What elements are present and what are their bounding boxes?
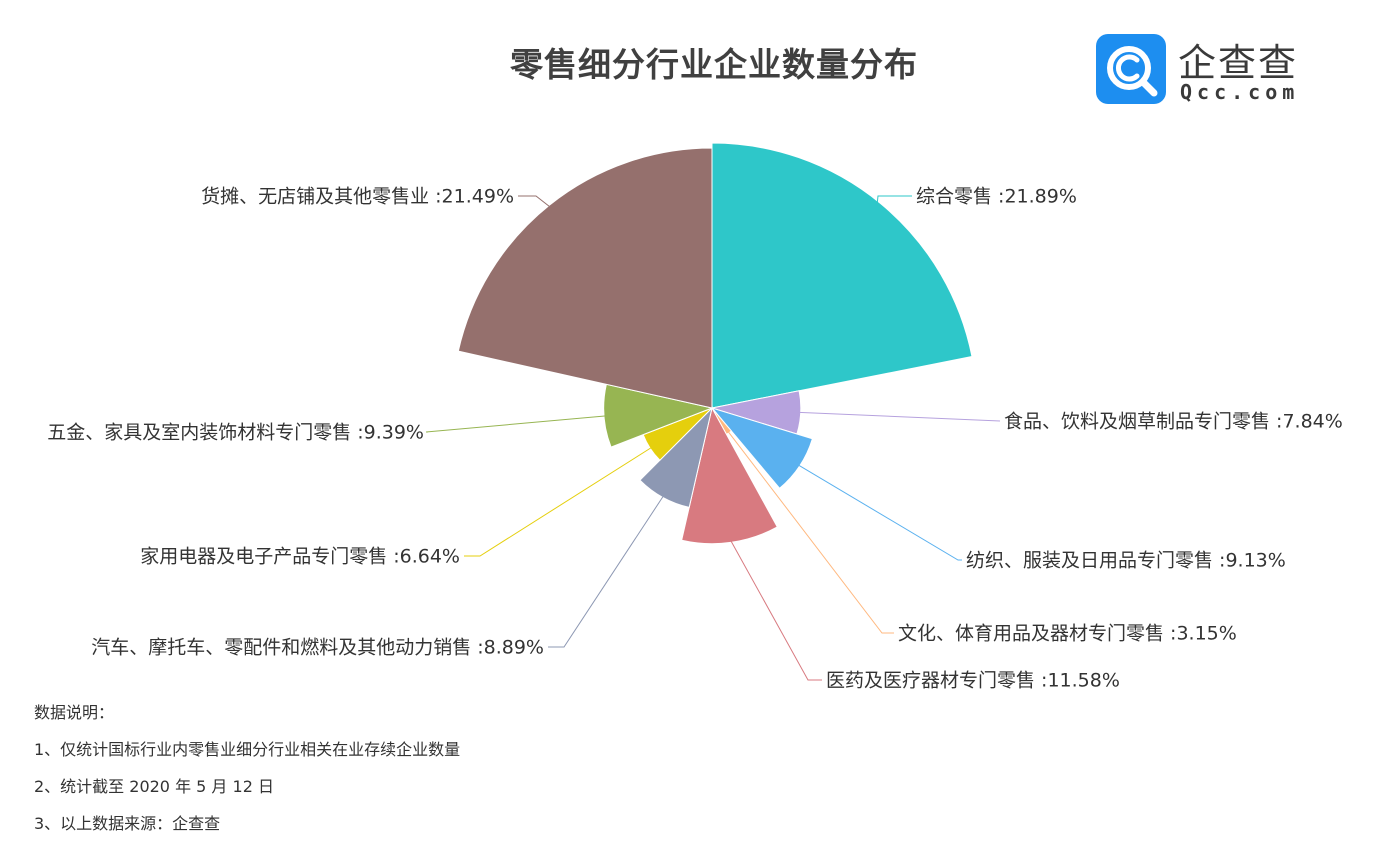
note-item: 1、仅统计国标行业内零售业细分行业相关在业存续企业数量 bbox=[34, 740, 461, 759]
leader-line-1 bbox=[798, 411, 1001, 422]
slice-label-2: 纺织、服装及日用品专门零售 :9.13% bbox=[966, 550, 1286, 572]
slice-label-7: 五金、家具及室内装饰材料专门零售 :9.39% bbox=[47, 422, 424, 444]
qcc-magnifier-icon bbox=[1096, 34, 1166, 104]
data-notes: 数据说明： 1、仅统计国标行业内零售业细分行业相关在业存续企业数量 2、统计截至… bbox=[34, 702, 460, 850]
leader-line-3 bbox=[728, 431, 894, 634]
slice-label-6: 家用电器及电子产品专门零售 :6.64% bbox=[140, 546, 460, 568]
logo: 企查查 Qcc.com bbox=[1096, 34, 1376, 106]
note-item: 2、统计截至 2020 年 5 月 12 日 bbox=[34, 777, 274, 796]
slice-label-0: 综合零售 :21.89% bbox=[916, 186, 1077, 208]
leader-lines-group bbox=[425, 195, 1001, 681]
slice-label-1: 食品、饮料及烟草制品专门零售 :7.84% bbox=[1004, 411, 1343, 433]
note-item: 3、以上数据来源：企查查 bbox=[34, 814, 221, 833]
slice-0 bbox=[711, 142, 973, 409]
leader-line-2 bbox=[797, 464, 962, 561]
slices-group bbox=[457, 142, 973, 545]
leader-line-7 bbox=[425, 415, 607, 433]
slice-label-8: 货摊、无店铺及其他零售业 :21.49% bbox=[201, 186, 514, 208]
notes-heading: 数据说明： bbox=[34, 703, 115, 722]
labels-group: 综合零售 :21.89% 食品、饮料及烟草制品专门零售 :7.84% 纺织、服装及日… bbox=[47, 186, 1343, 692]
slice-label-3: 文化、体育用品及器材专门零售 :3.15% bbox=[898, 623, 1237, 645]
leader-line-6 bbox=[464, 447, 652, 557]
slice-label-4: 医药及医疗器材专门零售 :11.58% bbox=[826, 670, 1120, 692]
chart-title: 零售细分行业企业数量分布 bbox=[510, 45, 918, 84]
slice-label-5: 汽车、摩托车、零配件和燃料及其他动力销售 :8.89% bbox=[91, 637, 544, 659]
leader-line-8 bbox=[518, 195, 554, 210]
slice-8 bbox=[457, 147, 713, 409]
leader-line-5 bbox=[548, 495, 665, 648]
leader-line-0 bbox=[876, 195, 912, 208]
leader-line-4 bbox=[729, 539, 822, 681]
logo-domain: Qcc.com bbox=[1180, 80, 1300, 104]
logo-name: 企查查 bbox=[1178, 41, 1299, 85]
slice-4 bbox=[681, 406, 778, 545]
